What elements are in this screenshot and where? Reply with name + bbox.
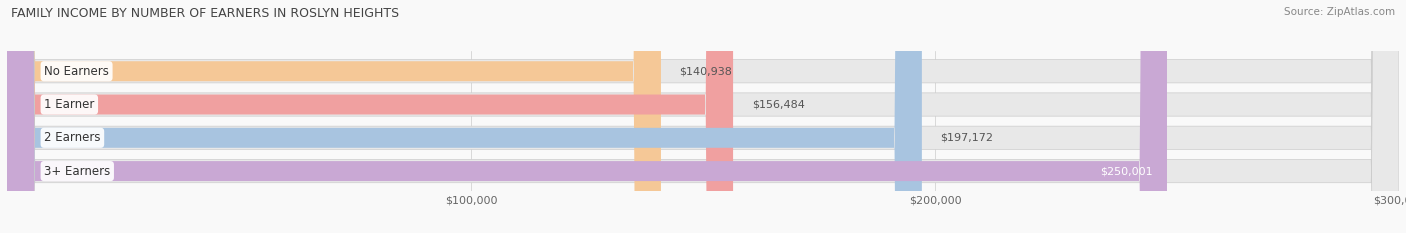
- FancyBboxPatch shape: [7, 0, 733, 233]
- Text: Source: ZipAtlas.com: Source: ZipAtlas.com: [1284, 7, 1395, 17]
- Text: FAMILY INCOME BY NUMBER OF EARNERS IN ROSLYN HEIGHTS: FAMILY INCOME BY NUMBER OF EARNERS IN RO…: [11, 7, 399, 20]
- FancyBboxPatch shape: [7, 0, 1399, 233]
- Text: $197,172: $197,172: [941, 133, 994, 143]
- Text: No Earners: No Earners: [44, 65, 110, 78]
- FancyBboxPatch shape: [7, 0, 1399, 233]
- FancyBboxPatch shape: [7, 0, 1399, 233]
- FancyBboxPatch shape: [7, 0, 1399, 233]
- Text: 3+ Earners: 3+ Earners: [44, 164, 111, 178]
- Text: 1 Earner: 1 Earner: [44, 98, 94, 111]
- Text: 2 Earners: 2 Earners: [44, 131, 101, 144]
- Text: $156,484: $156,484: [752, 99, 804, 110]
- Text: $250,001: $250,001: [1101, 166, 1153, 176]
- FancyBboxPatch shape: [7, 0, 1167, 233]
- FancyBboxPatch shape: [7, 0, 922, 233]
- Text: $140,938: $140,938: [679, 66, 733, 76]
- FancyBboxPatch shape: [7, 0, 661, 233]
